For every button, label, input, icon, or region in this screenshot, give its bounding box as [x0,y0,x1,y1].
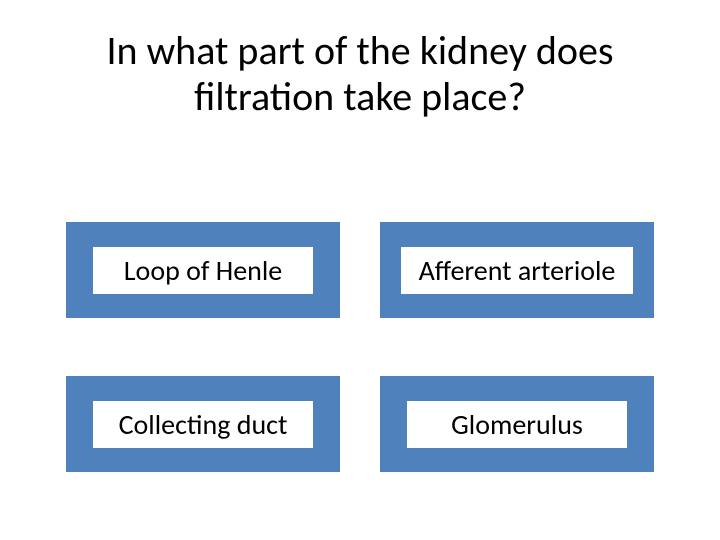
option-c-label: Collecting duct [119,407,288,442]
options-grid: Loop of Henle Afferent arteriole Collect… [0,222,720,472]
option-d[interactable]: Glomerulus [380,376,654,472]
option-b-label: Afferent arteriole [419,253,616,288]
option-c[interactable]: Collecting duct [66,376,340,472]
option-a[interactable]: Loop of Henle [66,222,340,318]
option-c-label-wrap: Collecting duct [93,401,312,448]
quiz-question: In what part of the kidney does filtrati… [0,28,720,120]
option-a-label: Loop of Henle [124,253,282,288]
option-d-label: Glomerulus [451,407,583,442]
option-b-label-wrap: Afferent arteriole [401,247,634,294]
option-b[interactable]: Afferent arteriole [380,222,654,318]
option-d-label-wrap: Glomerulus [407,401,626,448]
option-a-label-wrap: Loop of Henle [93,247,312,294]
